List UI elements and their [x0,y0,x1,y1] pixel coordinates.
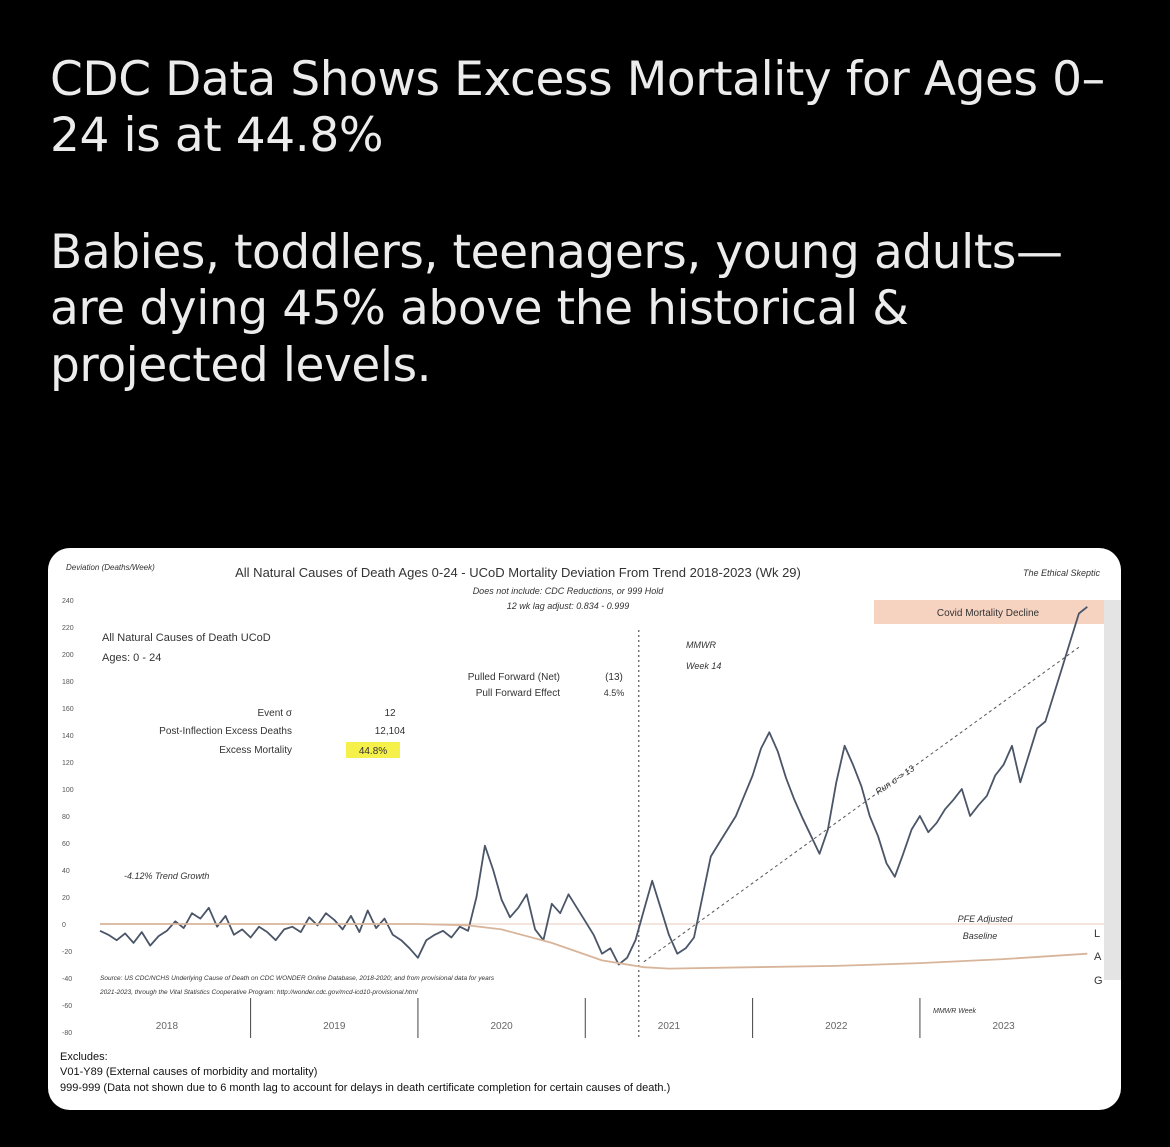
y-tick-label: 220 [62,625,74,632]
series-pfe-baseline [100,923,1088,970]
x-tick-label: 2021 [658,1021,681,1032]
post-body: Babies, toddlers, teenagers, young adult… [50,224,1063,393]
excludes-line-1: V01-Y89 (External causes of morbidity an… [60,1066,318,1079]
series-mortality-deviation [99,606,1088,966]
covid-decline-band [874,600,1104,624]
excess-deaths-value: 12,104 [375,726,406,737]
excess-deaths-label: Post-Inflection Excess Deaths [159,726,292,737]
x-tick-label: 2019 [323,1021,346,1032]
y-tick-label: 100 [62,787,74,794]
excess-mortality-value: 44.8% [359,746,387,757]
trend-growth-label: -4.12% Trend Growth [124,871,209,881]
source-line-1: Source: US CDC/NCHS Underlying Cause of … [100,975,495,982]
excludes-line-2: 999-999 (Data not shown due to 6 month l… [60,1081,671,1094]
mmwr-week-label: Week 14 [686,661,721,671]
excludes-title: Excludes: [60,1051,108,1063]
pulled-forward-value: (13) [605,672,623,683]
chart-svg: All Natural Causes of Death Ages 0-24 - … [62,563,1121,1038]
source-line-2: 2021-2023, through the Vital Statistics … [99,989,418,996]
event-label: Event σ [257,708,292,719]
pulled-forward-label: Pulled Forward (Net) [468,672,560,683]
mmwr-axis-label: MMWR Week [933,1008,977,1015]
excess-mortality-highlight [346,742,400,758]
chart-subtitle-2: 12 wk lag adjust: 0.834 - 0.999 [507,601,630,611]
x-tick-label: 2020 [490,1021,513,1032]
covid-decline-label: Covid Mortality Decline [937,608,1040,619]
pfe-label-1: PFE Adjusted [958,914,1014,924]
post-text: CDC Data Shows Excess Mortality for Ages… [50,52,1130,394]
lag-letter-l: L [1094,928,1100,940]
x-tick-label: 2022 [825,1021,848,1032]
y-tick-label: 60 [62,841,70,848]
x-tick-label: 2018 [156,1021,179,1032]
mmwr-label: MMWR [686,640,716,650]
y-tick-label: -60 [62,1003,72,1010]
lag-letter-a: A [1094,951,1102,963]
pull-forward-effect-label: Pull Forward Effect [476,688,561,699]
y-tick-label: -40 [62,976,72,983]
y-tick-label: 20 [62,895,70,902]
chart-subtitle-1: Does not include: CDC Reductions, or 999… [473,586,665,596]
lag-band [1104,600,1121,980]
y-tick-label: 120 [62,760,74,767]
chart-card[interactable]: All Natural Causes of Death Ages 0-24 - … [48,548,1121,1110]
y-tick-label: -20 [62,949,72,956]
y-tick-label: 240 [62,598,74,605]
post-headline: CDC Data Shows Excess Mortality for Ages… [50,52,1105,164]
excess-mortality-label: Excess Mortality [219,745,292,756]
event-value: 12 [384,708,396,719]
box-title-1: All Natural Causes of Death UCoD [102,632,271,644]
pfe-label-2: Baseline [963,931,998,941]
y-tick-label: 80 [62,814,70,821]
y-tick-label: -80 [62,1030,72,1037]
y-tick-label: 40 [62,868,70,875]
chart-title: All Natural Causes of Death Ages 0-24 - … [235,565,801,580]
y-axis-label: Deviation (Deaths/Week) [66,563,155,572]
y-tick-label: 200 [62,652,74,659]
excludes-block: Excludes: V01-Y89 (External causes of mo… [60,1050,670,1096]
y-tick-label: 0 [62,922,66,929]
y-tick-label: 160 [62,706,74,713]
pull-forward-effect-value: 4.5% [604,688,625,698]
y-tick-label: 180 [62,679,74,686]
watermark: The Ethical Skeptic [1023,568,1101,578]
x-tick-label: 2023 [992,1021,1015,1032]
y-tick-label: 140 [62,733,74,740]
lag-letter-g: G [1094,975,1103,987]
trend-line [643,646,1080,963]
run-sigma-label: Run σ = 13 [874,763,917,796]
box-title-2: Ages: 0 - 24 [102,652,161,664]
